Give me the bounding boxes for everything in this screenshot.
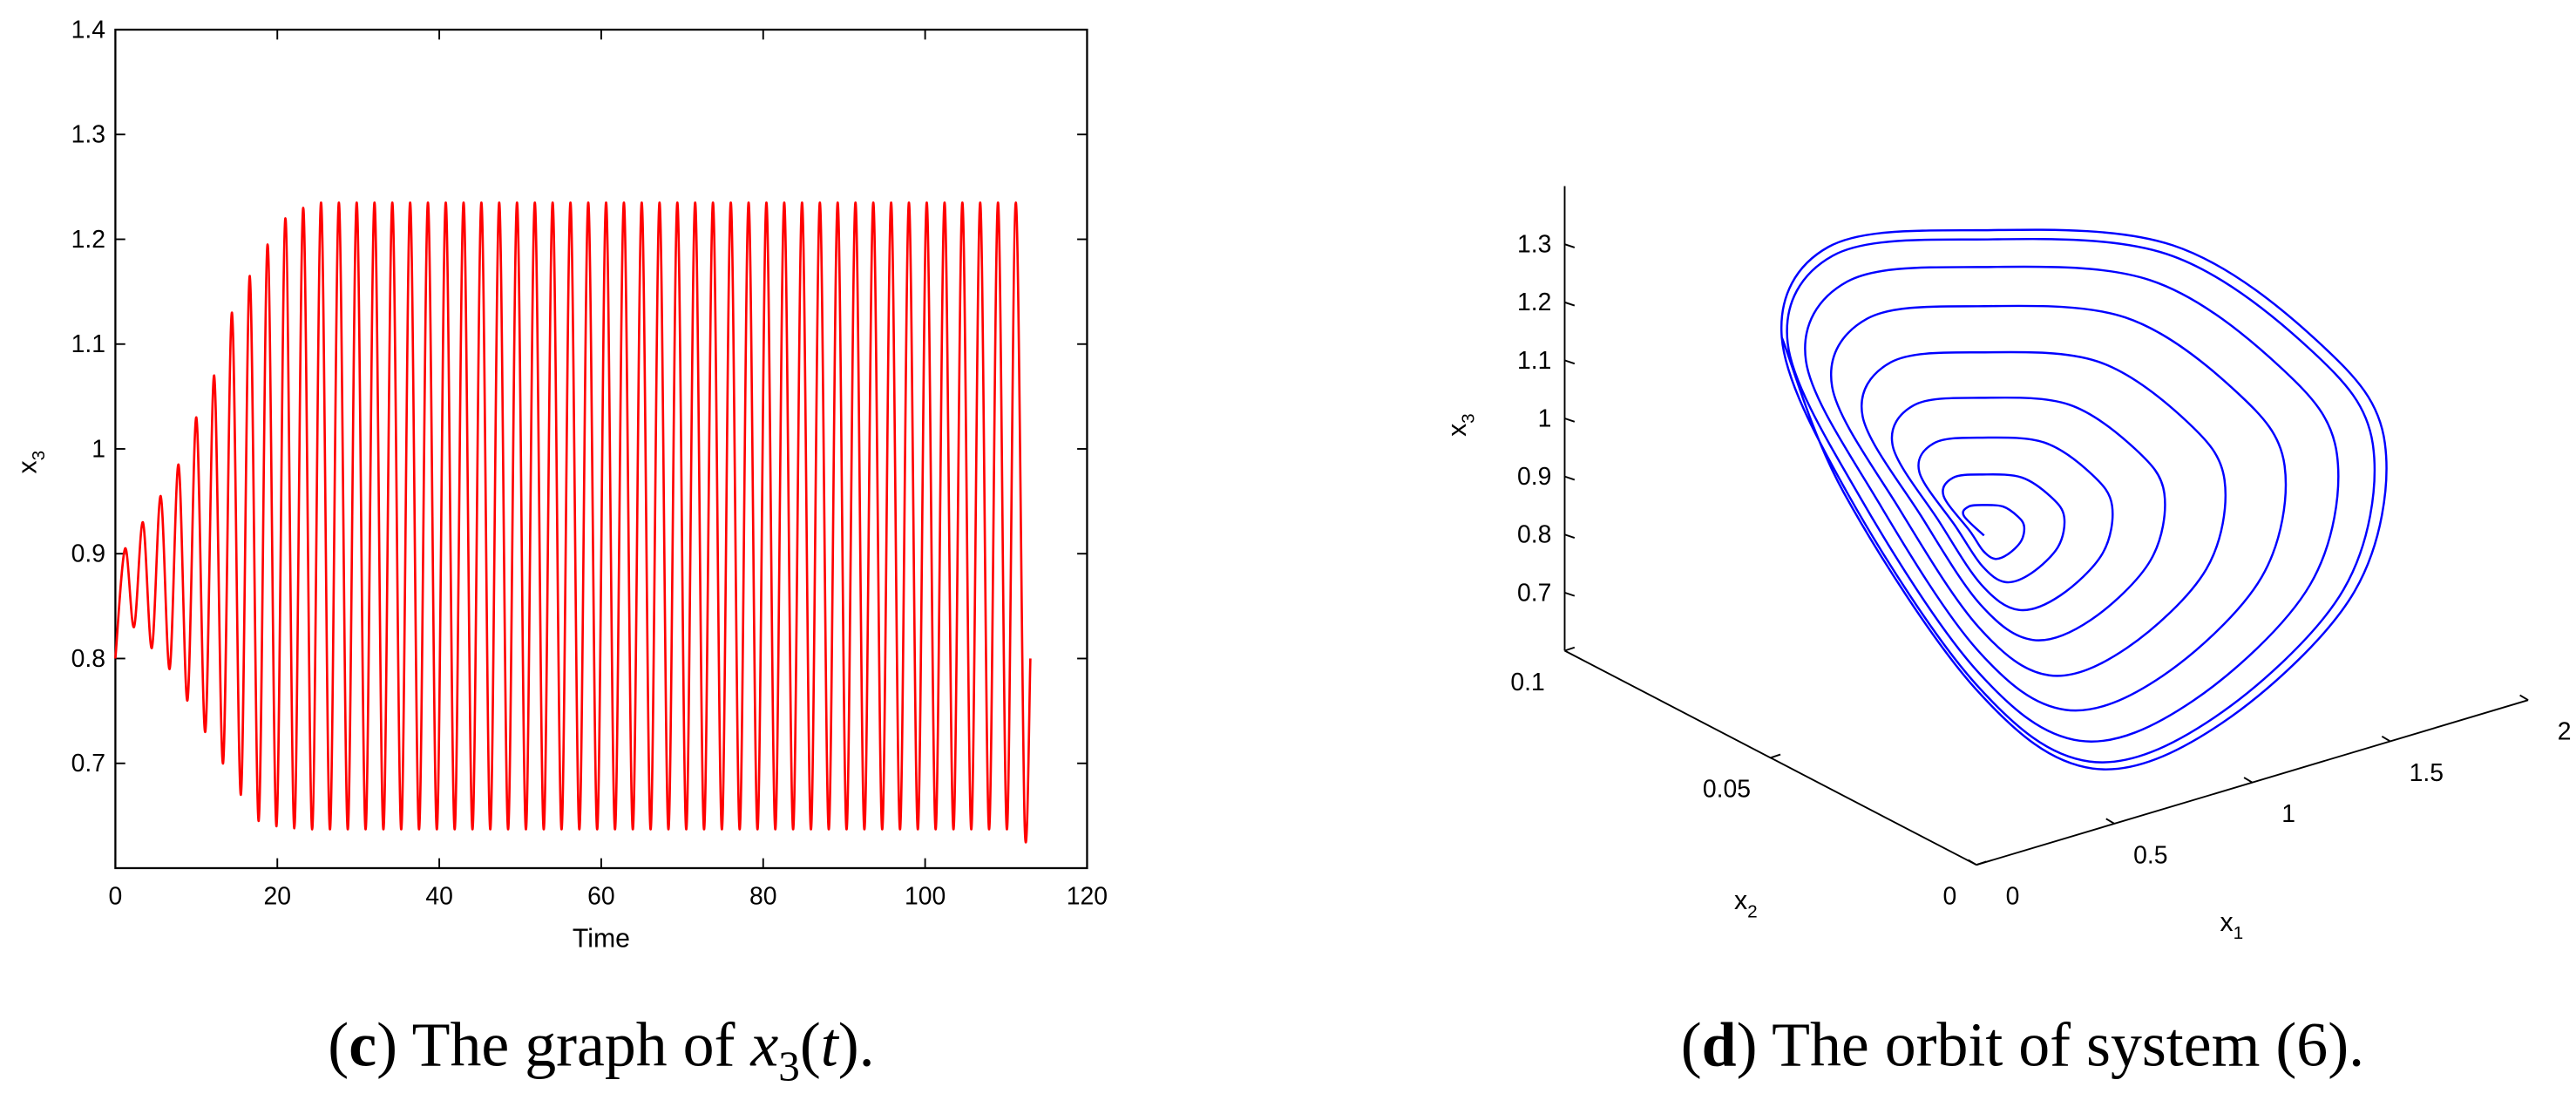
- z-tick-label: 1.3: [1517, 231, 1551, 259]
- x-axis-label: Time: [573, 925, 630, 954]
- caption-part: ) The orbit of system (6).: [1737, 1010, 2365, 1080]
- x-tick-label: 1: [2281, 800, 2295, 828]
- data-line: [114, 201, 1032, 844]
- x-tick-label: 80: [749, 883, 777, 911]
- y-tick-label: 1.3: [71, 121, 105, 149]
- caption-part: ) The graph of: [376, 1010, 750, 1080]
- x-tick: [2243, 777, 2254, 784]
- x-tick-label: 20: [263, 883, 291, 911]
- x-tick-label: 120: [1067, 883, 1108, 911]
- caption: (c) The graph of x3(t).: [328, 1010, 874, 1090]
- caption-part: (: [1681, 1010, 1702, 1080]
- x-tick-label: 100: [905, 883, 946, 911]
- z-tick: [1564, 475, 1576, 481]
- x-tick: [2519, 694, 2529, 702]
- x-tick: [1968, 859, 1977, 866]
- y-tick-label: 0.05: [1703, 776, 1751, 804]
- x-tick-label: 0: [109, 883, 123, 911]
- y-tick-label: 1.2: [71, 226, 105, 254]
- y-axis-label: x2: [1734, 886, 1758, 921]
- y-axis-label-sub: 3: [29, 451, 49, 461]
- x-tick-label: 60: [587, 883, 615, 911]
- x-tick: [2105, 818, 2115, 825]
- caption-part: 3: [778, 1042, 800, 1090]
- y-tick-label: 1.1: [71, 330, 105, 358]
- x-tick-label: 40: [425, 883, 453, 911]
- y-tick-label: 0.8: [71, 645, 105, 673]
- caption: (d) The orbit of system (6).: [1681, 1010, 2364, 1080]
- z-tick-label: 0.8: [1517, 521, 1551, 549]
- caption-part: (: [800, 1010, 821, 1080]
- caption-part: ).: [838, 1010, 875, 1080]
- x-axis-line: [1976, 699, 2529, 866]
- y-tick-label: 0.1: [1510, 669, 1544, 696]
- z-tick-label: 0.7: [1517, 579, 1551, 607]
- y-tick-label: 0: [1943, 883, 1957, 911]
- caption-part: d: [1702, 1010, 1737, 1080]
- z-tick-label: 1.1: [1517, 347, 1551, 375]
- z-tick: [1564, 533, 1576, 539]
- z-tick: [1564, 243, 1576, 248]
- z-axis-label-sub: 3: [1459, 413, 1479, 424]
- y-tick: [1770, 753, 1781, 759]
- y-tick: [1564, 646, 1576, 652]
- z-tick-label: 0.9: [1517, 463, 1551, 491]
- x-tick-label: 1.5: [2410, 759, 2444, 787]
- y-axis-label: x3: [14, 451, 49, 474]
- caption-part: x: [749, 1010, 778, 1080]
- x-axis-label-sub: 1: [2234, 923, 2244, 943]
- z-tick: [1564, 301, 1576, 307]
- z-tick-label: 1.2: [1517, 289, 1551, 316]
- x-tick: [2381, 735, 2391, 743]
- y-tick-label: 0.7: [71, 750, 105, 778]
- y-tick-label: 0.9: [71, 540, 105, 568]
- z-tick: [1564, 591, 1576, 597]
- x-axis-label-base: x: [2220, 908, 2234, 937]
- x-tick-label: 0.5: [2133, 841, 2167, 869]
- caption-part: c: [349, 1010, 376, 1080]
- z-tick: [1564, 359, 1576, 365]
- y-tick-label: 1.4: [71, 16, 105, 44]
- z-axis-label: x3: [1443, 413, 1478, 437]
- y-axis-label-base: x: [1734, 886, 1747, 915]
- y-tick: [1976, 860, 1987, 866]
- z-axis-label-base: x: [1443, 424, 1472, 437]
- y-tick-label: 1: [92, 435, 105, 463]
- y-axis-label-base: x: [14, 460, 43, 473]
- orbit-line: [1779, 228, 2388, 771]
- x-tick-label: 0: [2006, 883, 2020, 911]
- caption-part: (: [328, 1010, 349, 1080]
- z-tick: [1564, 418, 1576, 423]
- x-tick-label: 2: [2558, 718, 2572, 746]
- caption-part: t: [821, 1010, 840, 1080]
- y-axis-label-sub: 2: [1747, 902, 1758, 922]
- z-tick-label: 1: [1538, 404, 1552, 432]
- x-axis-label: x1: [2220, 908, 2244, 943]
